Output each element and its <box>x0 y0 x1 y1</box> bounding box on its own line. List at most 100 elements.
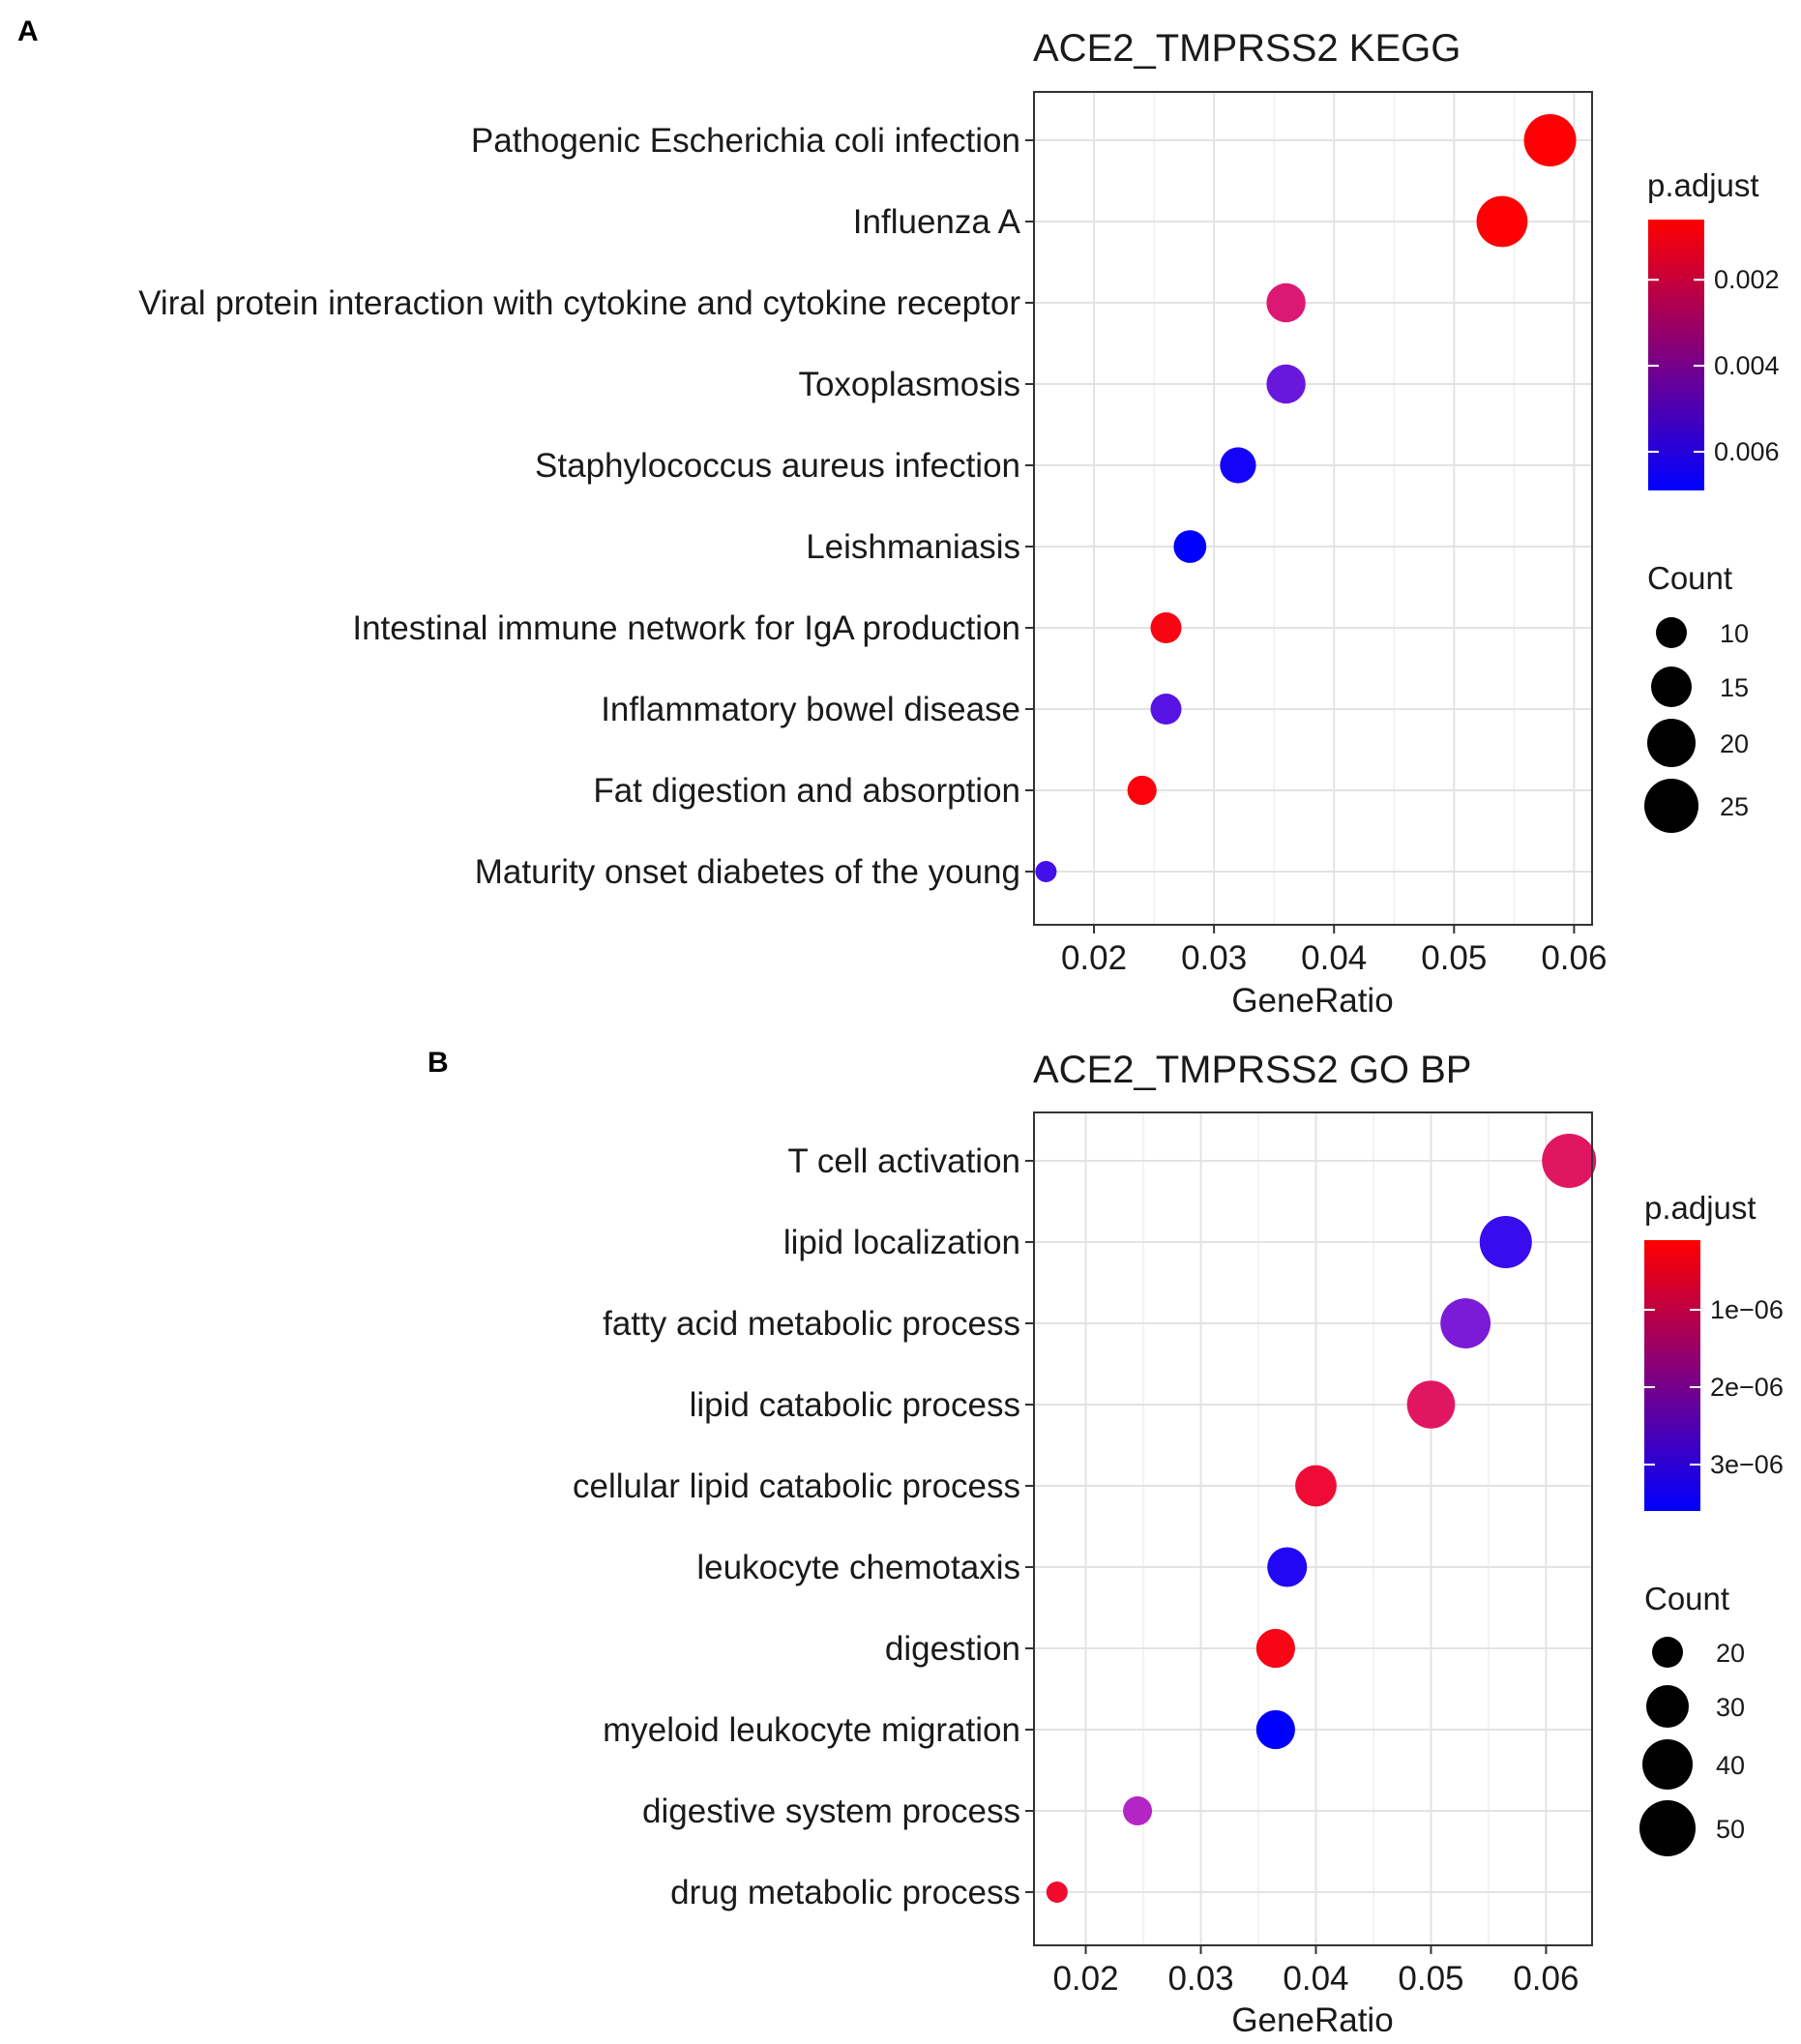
data-point <box>1266 282 1306 323</box>
size-legend-key <box>1652 1637 1683 1668</box>
y-tick-label: digestion <box>885 1630 1020 1668</box>
data-point <box>1046 1881 1068 1903</box>
x-tick-label: 0.04 <box>1283 1960 1348 1998</box>
data-point <box>1476 195 1528 248</box>
color-legend-tick-label: 2e−06 <box>1710 1373 1784 1402</box>
data-point <box>1267 1547 1308 1587</box>
color-legend-tick-label: 1e−06 <box>1710 1295 1784 1324</box>
color-legend-tick-label: 0.002 <box>1714 265 1780 294</box>
size-legend-label: 10 <box>1720 619 1749 648</box>
x-axis-title-a: GeneRatio <box>1231 982 1393 1020</box>
data-point <box>1523 114 1577 166</box>
y-tick-label: Viral protein interaction with cytokine … <box>138 284 1020 322</box>
data-point <box>1295 1465 1337 1507</box>
data-point <box>1406 1380 1456 1429</box>
data-point <box>1542 1134 1597 1188</box>
x-tick-label: 0.03 <box>1181 939 1247 977</box>
size-legend-key <box>1656 617 1687 648</box>
chart-title-a: ACE2_TMPRSS2 KEGG <box>1033 27 1461 70</box>
plot-border-b <box>1033 1111 1593 1946</box>
y-tick-label: Toxoplasmosis <box>798 366 1020 403</box>
panel-b: T cell activation lipid localization fatty… <box>573 1111 1784 2039</box>
panel-letter-b: B <box>428 1047 449 1079</box>
panel-a: Pathogenic Escherichia coli infection Inf… <box>138 91 1780 1020</box>
y-tick-label: drug metabolic process <box>670 1874 1020 1911</box>
x-axis-a: 0.02 0.03 0.04 0.05 0.06 <box>1061 925 1607 977</box>
x-tick-label: 0.05 <box>1421 939 1487 977</box>
data-point <box>1150 694 1182 725</box>
data-point <box>1127 775 1157 806</box>
y-tick-label: digestive system process <box>642 1792 1020 1830</box>
y-tick-label: T cell activation <box>787 1142 1020 1180</box>
color-legend-title-a: p.adjust <box>1647 167 1759 203</box>
size-legend-label: 40 <box>1716 1751 1745 1780</box>
chart-title-b: ACE2_TMPRSS2 GO BP <box>1033 1049 1471 1091</box>
plot-border-a <box>1033 91 1593 926</box>
data-point <box>1173 530 1207 563</box>
y-tick-label: lipid localization <box>783 1224 1020 1261</box>
y-tick-label: Intestinal immune network for IgA produc… <box>352 609 1020 647</box>
size-legend-label: 25 <box>1720 792 1749 821</box>
data-point <box>1123 1796 1153 1825</box>
size-legend-label: 50 <box>1716 1815 1745 1844</box>
size-legend-title-a: Count <box>1647 560 1732 596</box>
size-legend-label: 15 <box>1720 673 1749 702</box>
y-tick-label: Leishmaniasis <box>806 528 1020 566</box>
data-point <box>1255 1628 1295 1669</box>
color-legend-ticks-a: 0.002 0.004 0.006 <box>1648 265 1780 466</box>
size-legend-key <box>1644 779 1698 833</box>
x-axis-title-b: GeneRatio <box>1231 2001 1393 2039</box>
color-legend-ticks-b: 1e−06 2e−06 3e−06 <box>1644 1295 1784 1479</box>
color-bar-b <box>1644 1240 1700 1511</box>
data-points-a <box>1035 114 1577 882</box>
data-point <box>1255 1709 1295 1750</box>
data-points-b <box>1046 1134 1597 1903</box>
y-tick-label: Staphylococcus aureus infection <box>535 447 1020 485</box>
color-legend-tick-label: 3e−06 <box>1710 1450 1784 1479</box>
size-legend-key <box>1651 667 1692 707</box>
y-tick-label: fatty acid metabolic process <box>603 1305 1020 1343</box>
data-point <box>1479 1216 1532 1268</box>
y-tick-label: Inflammatory bowel disease <box>601 691 1020 728</box>
y-tick-label: Influenza A <box>853 203 1021 241</box>
x-tick-label: 0.05 <box>1398 1960 1463 1998</box>
y-axis-a: Pathogenic Escherichia coli infection Inf… <box>138 122 1034 891</box>
data-point <box>1440 1298 1491 1348</box>
panel-letter-a: A <box>17 15 39 47</box>
size-legend-label: 20 <box>1720 729 1749 758</box>
x-tick-label: 0.02 <box>1061 939 1127 977</box>
size-legend-a: 10 15 20 25 <box>1644 617 1749 833</box>
size-legend-b: 20 30 40 50 <box>1639 1637 1745 1856</box>
data-point <box>1035 861 1057 882</box>
size-legend-key <box>1647 719 1696 767</box>
y-tick-label: Pathogenic Escherichia coli infection <box>471 122 1020 160</box>
y-tick-label: lipid catabolic process <box>690 1386 1020 1424</box>
y-tick-label: myeloid leukocyte migration <box>603 1711 1020 1749</box>
size-legend-key <box>1639 1800 1696 1856</box>
x-tick-label: 0.06 <box>1541 939 1607 977</box>
y-tick-label: cellular lipid catabolic process <box>573 1467 1020 1505</box>
y-tick-label: leukocyte chemotaxis <box>696 1549 1020 1586</box>
size-legend-key <box>1646 1685 1689 1728</box>
color-legend-tick-label: 0.004 <box>1714 351 1780 380</box>
y-tick-label: Fat digestion and absorption <box>593 772 1020 810</box>
x-tick-label: 0.04 <box>1301 939 1367 977</box>
size-legend-key <box>1642 1739 1693 1790</box>
color-legend-title-b: p.adjust <box>1644 1190 1757 1226</box>
data-point <box>1266 364 1306 404</box>
y-axis-b: T cell activation lipid localization fatty… <box>573 1142 1034 1911</box>
size-legend-label: 20 <box>1716 1639 1745 1668</box>
size-legend-title-b: Count <box>1644 1581 1729 1616</box>
x-tick-label: 0.02 <box>1052 1960 1118 1998</box>
color-legend-tick-label: 0.006 <box>1714 437 1780 466</box>
data-point <box>1150 612 1182 643</box>
x-tick-label: 0.03 <box>1167 1960 1233 1998</box>
size-legend-label: 30 <box>1716 1693 1745 1722</box>
data-point <box>1220 447 1256 484</box>
color-bar-a <box>1648 220 1704 490</box>
x-tick-label: 0.06 <box>1513 1960 1579 1998</box>
y-tick-label: Maturity onset diabetes of the young <box>475 853 1020 891</box>
x-axis-b: 0.02 0.03 0.04 0.05 0.06 <box>1052 1945 1579 1998</box>
